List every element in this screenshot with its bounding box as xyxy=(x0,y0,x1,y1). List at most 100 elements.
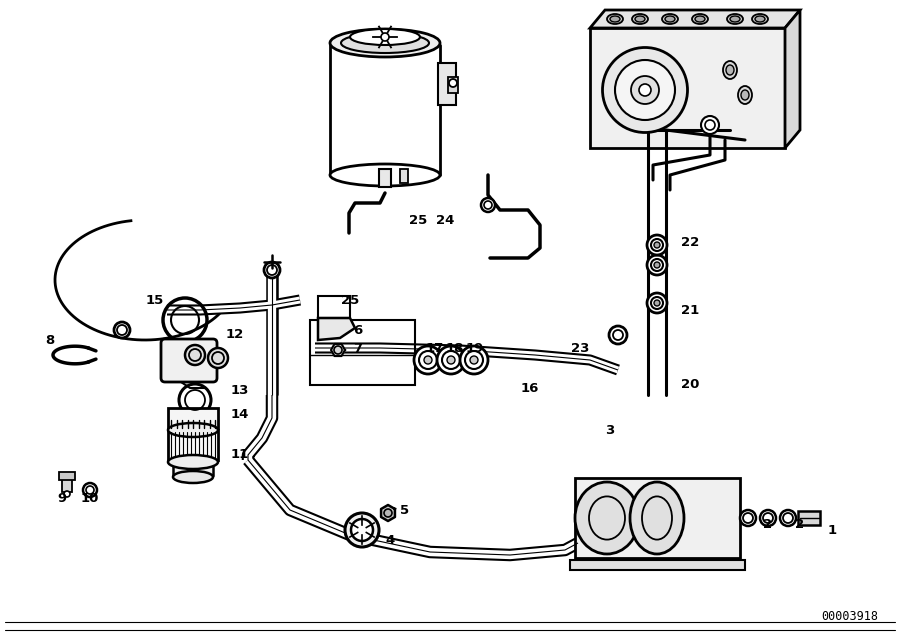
Ellipse shape xyxy=(752,14,768,24)
Ellipse shape xyxy=(738,86,752,104)
Text: 23: 23 xyxy=(571,342,590,354)
Bar xyxy=(400,169,408,183)
Polygon shape xyxy=(381,505,395,521)
Circle shape xyxy=(424,356,432,364)
Ellipse shape xyxy=(330,29,440,57)
Circle shape xyxy=(647,293,667,313)
Circle shape xyxy=(64,491,70,497)
Text: 6: 6 xyxy=(354,323,363,337)
Ellipse shape xyxy=(741,90,749,100)
Text: 15: 15 xyxy=(146,293,164,307)
Text: 17: 17 xyxy=(426,342,444,354)
Bar xyxy=(570,560,745,570)
Circle shape xyxy=(654,262,660,268)
Circle shape xyxy=(647,255,667,275)
Bar xyxy=(379,169,391,187)
Circle shape xyxy=(760,510,776,526)
Text: 9: 9 xyxy=(58,491,67,504)
Bar xyxy=(168,430,218,460)
Circle shape xyxy=(609,326,627,344)
Circle shape xyxy=(185,345,205,365)
Ellipse shape xyxy=(695,16,705,22)
Text: 13: 13 xyxy=(230,384,249,396)
Text: 10: 10 xyxy=(81,491,99,504)
Text: 25: 25 xyxy=(409,213,428,227)
Ellipse shape xyxy=(168,455,218,469)
Text: 12: 12 xyxy=(226,328,244,342)
Circle shape xyxy=(647,235,667,255)
Bar xyxy=(448,77,458,93)
Text: 24: 24 xyxy=(436,213,454,227)
Bar xyxy=(798,511,820,525)
Text: 16: 16 xyxy=(521,382,539,394)
Circle shape xyxy=(208,348,228,368)
Circle shape xyxy=(654,300,660,306)
Circle shape xyxy=(414,346,442,374)
Circle shape xyxy=(654,242,660,248)
Text: 3: 3 xyxy=(606,424,615,436)
Circle shape xyxy=(460,346,488,374)
Text: 18: 18 xyxy=(446,342,464,354)
Text: 14: 14 xyxy=(230,408,249,422)
Ellipse shape xyxy=(575,482,639,554)
Bar xyxy=(168,408,218,428)
Bar xyxy=(59,472,75,480)
Circle shape xyxy=(449,79,457,87)
Ellipse shape xyxy=(755,16,765,22)
Circle shape xyxy=(345,513,379,547)
Text: 21: 21 xyxy=(681,304,699,316)
Circle shape xyxy=(351,519,373,541)
Text: 8: 8 xyxy=(45,333,55,347)
Text: 2: 2 xyxy=(763,519,772,531)
Ellipse shape xyxy=(350,29,420,45)
Ellipse shape xyxy=(602,48,688,133)
Ellipse shape xyxy=(662,14,678,24)
Text: 5: 5 xyxy=(400,504,410,516)
Ellipse shape xyxy=(632,14,648,24)
Ellipse shape xyxy=(639,84,651,96)
Bar xyxy=(575,478,740,558)
Text: 20: 20 xyxy=(680,378,699,392)
Circle shape xyxy=(447,356,455,364)
Ellipse shape xyxy=(615,60,675,120)
Text: 11: 11 xyxy=(231,448,249,462)
Ellipse shape xyxy=(607,14,623,24)
Bar xyxy=(310,320,415,385)
Circle shape xyxy=(437,346,465,374)
Circle shape xyxy=(384,509,392,517)
Ellipse shape xyxy=(168,423,218,437)
Circle shape xyxy=(114,322,130,338)
Circle shape xyxy=(780,510,796,526)
Ellipse shape xyxy=(723,61,737,79)
Ellipse shape xyxy=(330,164,440,186)
Circle shape xyxy=(740,510,756,526)
Text: 22: 22 xyxy=(681,236,699,248)
Ellipse shape xyxy=(692,14,708,24)
Bar xyxy=(62,476,72,492)
Text: 25: 25 xyxy=(341,293,359,307)
Ellipse shape xyxy=(635,16,645,22)
Circle shape xyxy=(381,33,389,41)
Ellipse shape xyxy=(341,33,429,53)
Circle shape xyxy=(264,262,280,278)
Bar xyxy=(438,63,456,105)
Polygon shape xyxy=(590,10,800,28)
Ellipse shape xyxy=(730,16,740,22)
Ellipse shape xyxy=(726,65,734,75)
Bar xyxy=(590,28,785,148)
Circle shape xyxy=(701,116,719,134)
Bar xyxy=(318,296,350,318)
Ellipse shape xyxy=(173,471,213,483)
FancyBboxPatch shape xyxy=(161,339,217,382)
Text: 2: 2 xyxy=(796,519,805,531)
Ellipse shape xyxy=(610,16,620,22)
Circle shape xyxy=(481,198,495,212)
Text: 7: 7 xyxy=(354,342,363,354)
Ellipse shape xyxy=(665,16,675,22)
Text: 00003918: 00003918 xyxy=(821,610,878,623)
Ellipse shape xyxy=(630,482,684,554)
Text: 1: 1 xyxy=(827,523,837,537)
Bar xyxy=(173,460,213,475)
Ellipse shape xyxy=(727,14,743,24)
Polygon shape xyxy=(785,10,800,148)
